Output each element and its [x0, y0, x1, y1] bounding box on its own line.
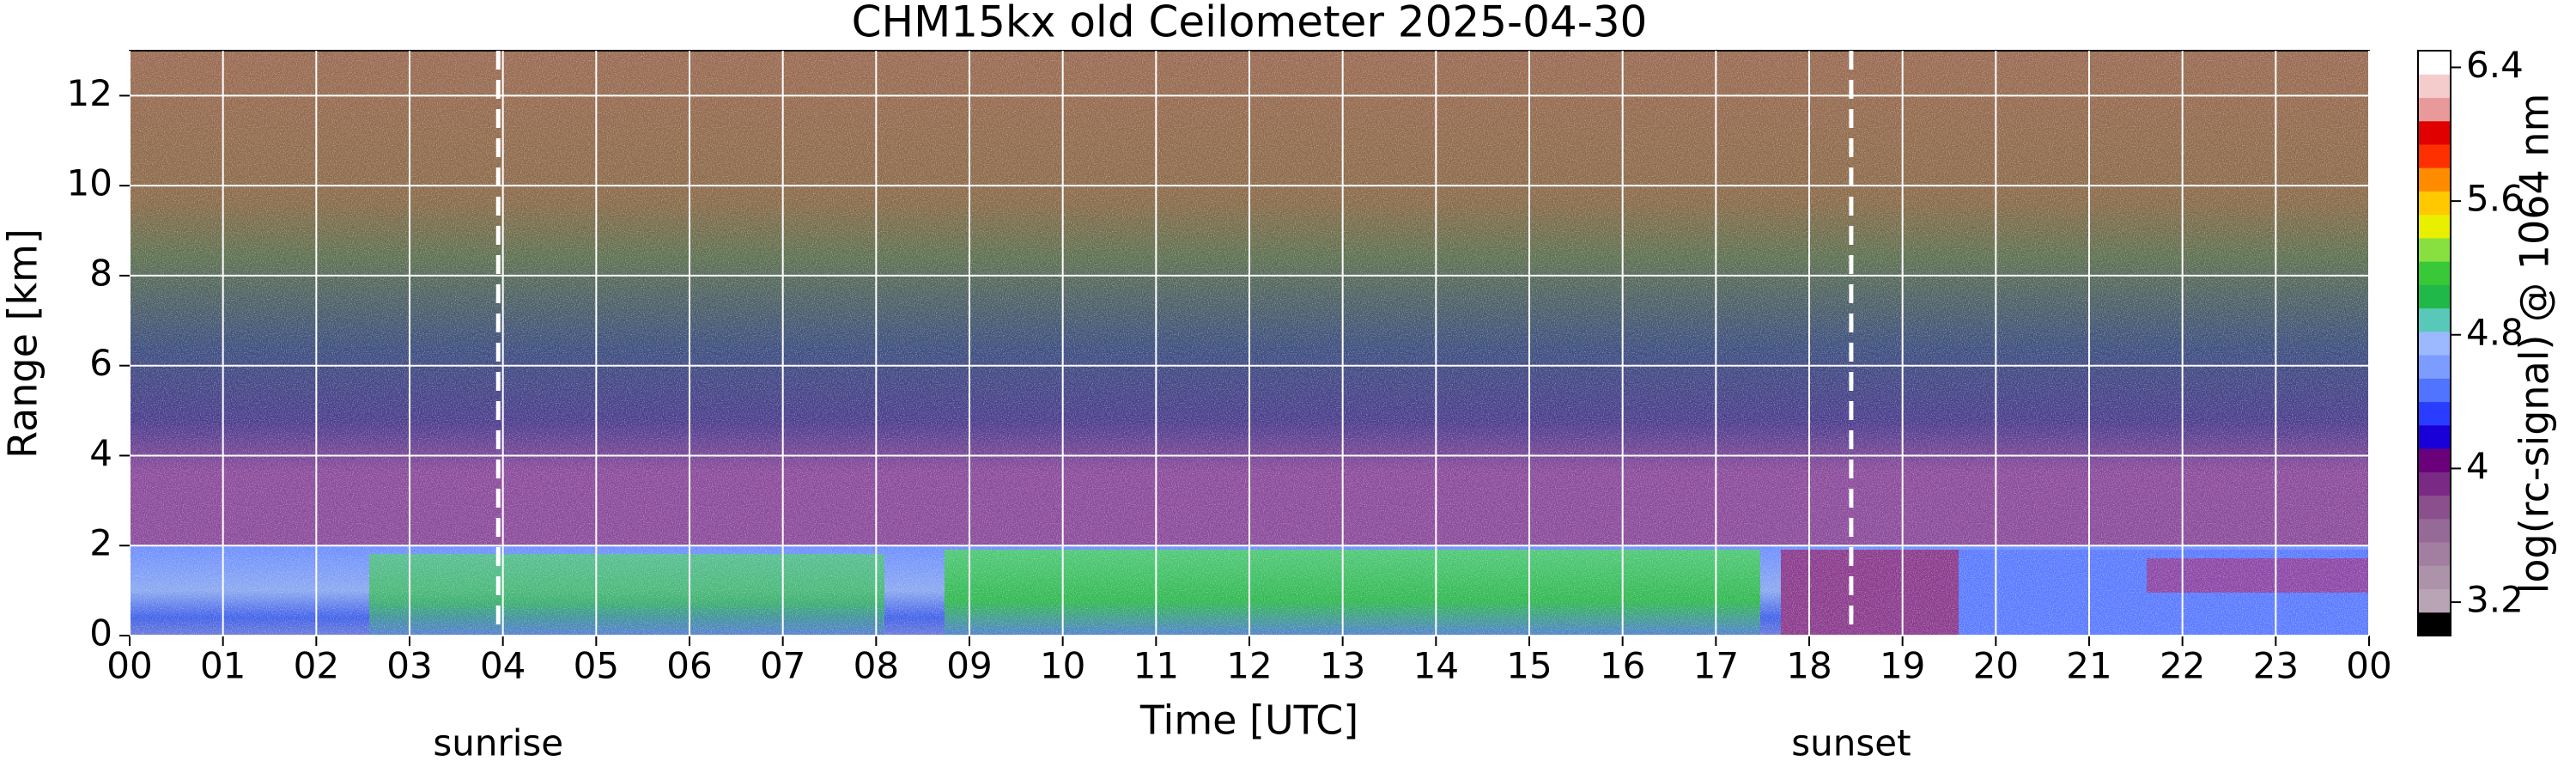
- colorbar-swatch: [2418, 120, 2451, 145]
- y-tick-label: 8: [89, 252, 112, 294]
- y-axis-label: Range [km]: [0, 228, 46, 459]
- x-tick-label: 03: [386, 645, 432, 687]
- colorbar-swatch: [2418, 51, 2451, 75]
- colorbar-swatch: [2418, 612, 2451, 636]
- x-tick-label: 23: [2253, 645, 2299, 687]
- x-tick-label: 10: [1040, 645, 1085, 687]
- colorbar-tick-label: 6.4: [2466, 44, 2524, 86]
- colorbar-swatch: [2418, 214, 2451, 239]
- colorbar-swatch: [2418, 143, 2451, 168]
- x-tick-label: 14: [1413, 645, 1459, 687]
- colorbar-frame: [2417, 50, 2451, 636]
- colorbar-swatch: [2418, 355, 2451, 379]
- colorbar-swatch: [2418, 378, 2451, 403]
- colorbar-swatch: [2418, 495, 2451, 520]
- y-tick-label: 6: [89, 342, 112, 384]
- x-tick-label: 00: [2346, 645, 2391, 687]
- colorbar-swatch: [2418, 97, 2451, 122]
- x-tick-label: 11: [1133, 645, 1179, 687]
- colorbar-swatch: [2418, 518, 2451, 543]
- x-tick-label: 15: [1506, 645, 1552, 687]
- colorbar-swatch: [2418, 424, 2451, 449]
- colorbar-swatch: [2418, 588, 2451, 613]
- annotation-label: sunset: [1791, 722, 1911, 764]
- x-tick-label: 06: [666, 645, 712, 687]
- chart-title: CHM15kx old Ceilometer 2025-04-30: [852, 0, 1648, 47]
- x-tick-label: 02: [294, 645, 339, 687]
- y-tick-label: 12: [67, 72, 112, 114]
- x-tick-label: 08: [854, 645, 899, 687]
- colorbar-swatch: [2418, 401, 2451, 426]
- colorbar-swatch: [2418, 448, 2451, 472]
- x-tick-label: 01: [200, 645, 246, 687]
- colorbar-swatch: [2418, 472, 2451, 496]
- x-axis-label: Time [UTC]: [1139, 697, 1358, 744]
- x-tick-label: 13: [1320, 645, 1365, 687]
- y-tick-label: 4: [89, 432, 112, 474]
- colorbar-swatch: [2418, 331, 2451, 356]
- annotation-label: sunrise: [433, 722, 563, 764]
- x-tick-label: 18: [1786, 645, 1832, 687]
- x-tick-label: 16: [1600, 645, 1645, 687]
- colorbar-swatch: [2418, 167, 2451, 192]
- colorbar-swatch: [2418, 307, 2451, 332]
- colorbar-swatch: [2418, 565, 2451, 590]
- x-tick-label: 00: [106, 645, 152, 687]
- x-tick-label: 21: [2066, 645, 2111, 687]
- y-tick-label: 2: [89, 522, 112, 564]
- colorbar-label: log(rc-signal) @ 1064 nm: [2512, 94, 2558, 594]
- x-tick-label: 22: [2160, 645, 2205, 687]
- colorbar-swatch: [2418, 261, 2451, 285]
- colorbar-tick-label: 4.8: [2466, 311, 2524, 353]
- colorbar-swatch: [2418, 542, 2451, 566]
- x-tick-label: 05: [574, 645, 619, 687]
- colorbar-swatch: [2418, 191, 2451, 216]
- x-tick-label: 17: [1693, 645, 1739, 687]
- colorbar-tick-label: 5.6: [2466, 178, 2524, 220]
- x-tick-label: 20: [1973, 645, 2019, 687]
- colorbar-tick-label: 4: [2466, 445, 2489, 487]
- x-tick-label: 19: [1880, 645, 1925, 687]
- colorbar-swatch: [2418, 74, 2451, 98]
- y-tick-label: 0: [89, 612, 112, 654]
- x-tick-label: 04: [480, 645, 526, 687]
- y-tick-label: 10: [67, 162, 112, 204]
- colorbar-tick-label: 3.2: [2466, 579, 2524, 621]
- colorbar-swatch: [2418, 284, 2451, 309]
- x-tick-label: 09: [946, 645, 992, 687]
- x-tick-label: 12: [1226, 645, 1272, 687]
- x-tick-label: 07: [760, 645, 805, 687]
- colorbar-swatch: [2418, 237, 2451, 262]
